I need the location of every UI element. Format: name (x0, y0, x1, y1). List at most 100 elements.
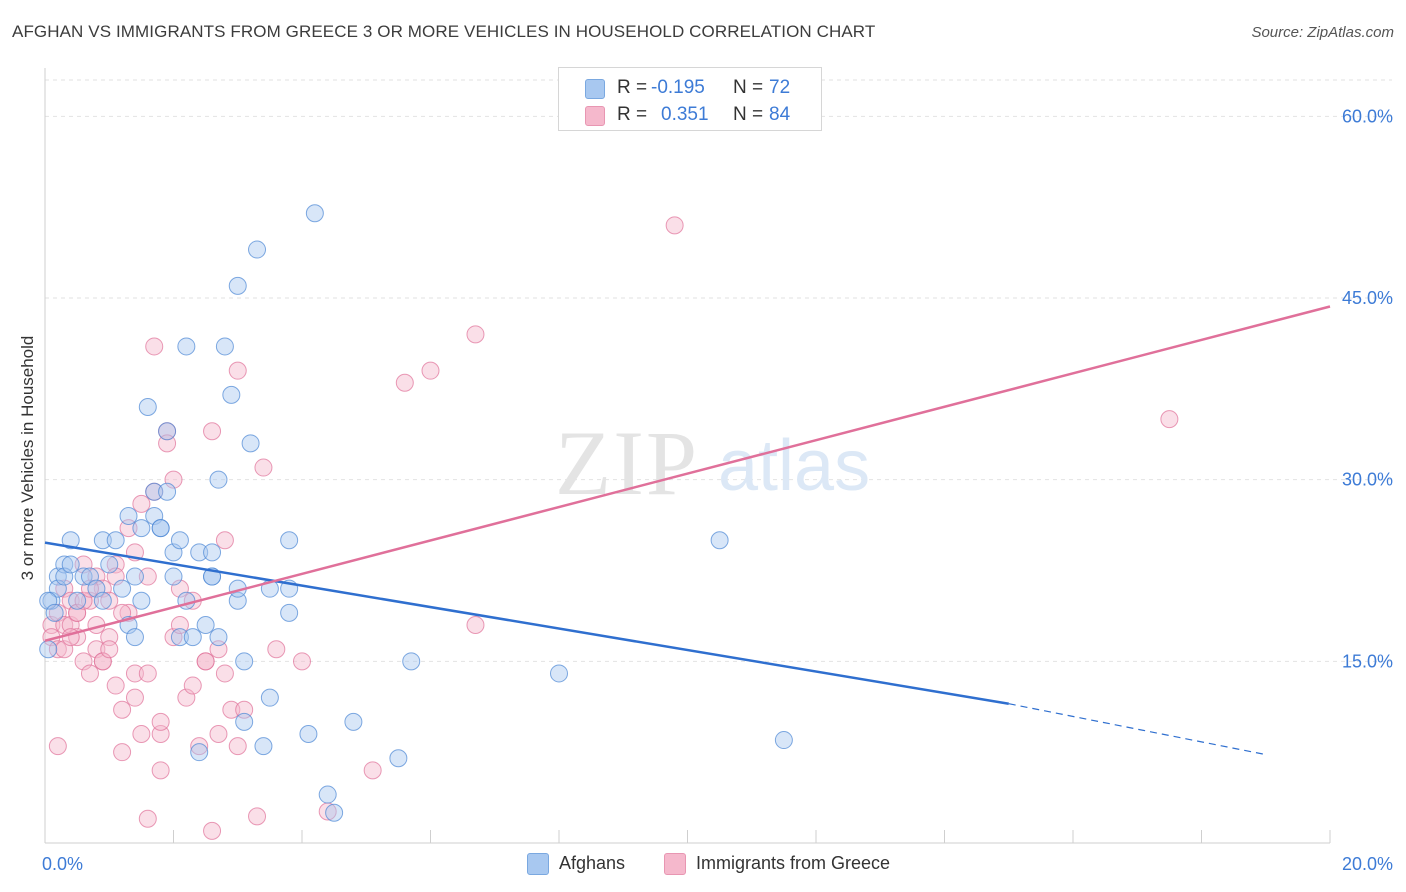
point-afghan (106, 531, 125, 550)
point-afghan (203, 543, 222, 562)
watermark-atlas: atlas (718, 426, 870, 506)
legend-r-value: 0.351 (661, 104, 709, 125)
grid-lines (45, 79, 1392, 662)
point-afghan (138, 398, 157, 416)
point-afghan (774, 731, 793, 750)
x-tick-label: 0.0% (42, 854, 83, 874)
point-afghan (125, 628, 144, 647)
point-afghan (235, 712, 254, 731)
point-greece (222, 700, 241, 719)
legend-r-label: R = (617, 104, 648, 125)
point-greece (100, 640, 119, 659)
point-greece (293, 652, 311, 671)
source-label: Source: ZipAtlas.com (1251, 24, 1394, 41)
legend-swatch-greece (664, 853, 686, 875)
point-afghan (158, 422, 177, 441)
point-afghan (402, 652, 421, 671)
point-greece (125, 688, 144, 707)
point-afghan (61, 531, 80, 550)
legend-label-afghans: Afghans (559, 853, 626, 873)
trend-line-afghans (44, 541, 1009, 705)
point-afghan (222, 385, 241, 404)
point-afghan (39, 640, 58, 659)
point-greece (125, 664, 144, 683)
point-afghan (132, 519, 151, 538)
point-afghan (74, 567, 93, 586)
point-afghan (389, 749, 408, 768)
point-greece (466, 616, 485, 634)
point-greece (138, 664, 157, 683)
point-greece (215, 664, 234, 683)
point-greece (665, 216, 684, 235)
point-greece (209, 725, 228, 743)
point-afghan (93, 591, 112, 610)
legend-r-value: -0.195 (651, 77, 705, 98)
trend-line-greece (44, 305, 1331, 642)
point-greece (203, 821, 222, 840)
point-afghan (318, 785, 337, 804)
chart-title: AFGHAN VS IMMIGRANTS FROM GREECE 3 OR MO… (12, 22, 876, 41)
point-greece (228, 361, 247, 380)
watermark-zip: ZIP (555, 412, 699, 514)
point-afghan (100, 555, 119, 574)
legend-n-value: 72 (769, 77, 791, 98)
point-greece (100, 591, 119, 610)
point-greece (151, 712, 170, 731)
series-greece-points (42, 216, 1179, 840)
series-afghans-points (39, 204, 793, 822)
point-afghan (61, 555, 80, 574)
point-greece (80, 664, 99, 683)
point-greece (183, 676, 202, 695)
point-afghan (190, 543, 209, 562)
legend-n-value: 84 (769, 104, 791, 125)
point-afghan (196, 616, 215, 634)
point-greece (196, 652, 215, 671)
point-afghan (550, 664, 568, 683)
point-afghan (209, 470, 228, 489)
legend-swatch-greece (585, 106, 605, 126)
point-greece (113, 700, 132, 719)
point-afghan (241, 434, 260, 453)
legend-n-label: N = (733, 77, 764, 98)
point-afghan (132, 591, 151, 610)
point-afghan (248, 240, 267, 259)
point-greece (138, 567, 157, 586)
point-greece (421, 361, 440, 380)
x-tick-label: 20.0% (1342, 854, 1393, 874)
point-greece (132, 494, 151, 513)
legend-swatch-afghans (585, 79, 605, 99)
point-greece (203, 422, 222, 441)
point-greece (363, 761, 382, 780)
point-afghan (305, 204, 324, 223)
point-afghan (170, 628, 189, 647)
legend-r-label: R = (617, 77, 648, 98)
legend-n-label: N = (733, 104, 764, 125)
point-afghan (183, 628, 202, 647)
point-afghan (228, 276, 247, 295)
axes (44, 68, 1331, 844)
trend-line-afghans-dashed (1008, 703, 1266, 756)
tick-labels: 15.0% 30.0% 45.0% 60.0% 0.0% 20.0% (42, 106, 1393, 874)
point-afghan (93, 531, 112, 550)
point-afghan (164, 567, 183, 586)
point-greece (48, 640, 67, 659)
point-afghan (280, 603, 299, 622)
point-greece (138, 809, 157, 828)
point-afghan (145, 482, 164, 501)
y-tick-label: 15.0% (1342, 651, 1393, 671)
point-afghan (254, 737, 273, 756)
point-greece (1160, 410, 1179, 429)
point-greece (61, 628, 80, 647)
point-greece (106, 676, 125, 695)
point-afghan (710, 531, 729, 550)
point-afghan (209, 628, 228, 647)
point-greece (145, 337, 164, 356)
point-greece (151, 761, 170, 780)
point-afghan (299, 725, 318, 743)
point-greece (466, 325, 485, 344)
point-afghan (215, 337, 234, 356)
point-afghan (119, 507, 138, 525)
point-greece (254, 458, 273, 477)
trend-lines (44, 305, 1331, 756)
